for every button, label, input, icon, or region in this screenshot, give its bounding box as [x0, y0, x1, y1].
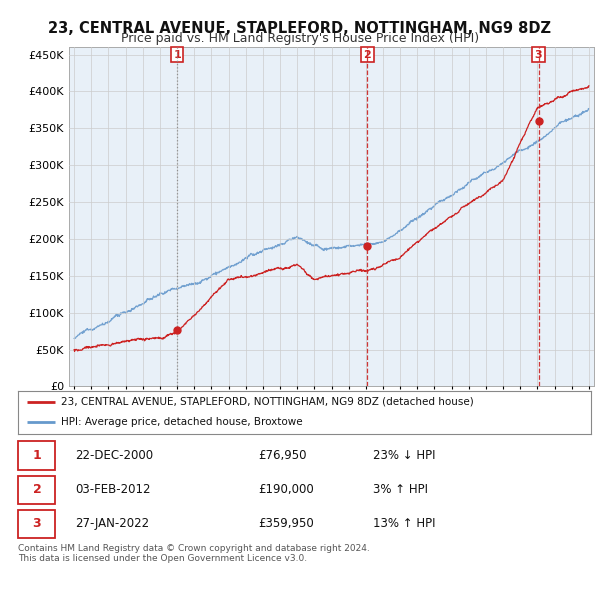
Text: Price paid vs. HM Land Registry's House Price Index (HPI): Price paid vs. HM Land Registry's House … — [121, 32, 479, 45]
Text: 3: 3 — [32, 517, 41, 530]
Text: 23, CENTRAL AVENUE, STAPLEFORD, NOTTINGHAM, NG9 8DZ (detached house): 23, CENTRAL AVENUE, STAPLEFORD, NOTTINGH… — [61, 397, 474, 407]
FancyBboxPatch shape — [18, 510, 55, 538]
Text: 1: 1 — [32, 449, 41, 462]
Text: 3% ↑ HPI: 3% ↑ HPI — [373, 483, 428, 496]
Text: 1: 1 — [173, 50, 181, 60]
Text: 22-DEC-2000: 22-DEC-2000 — [76, 449, 154, 462]
Text: 23% ↓ HPI: 23% ↓ HPI — [373, 449, 436, 462]
Text: 2: 2 — [364, 50, 371, 60]
Text: 13% ↑ HPI: 13% ↑ HPI — [373, 517, 436, 530]
FancyBboxPatch shape — [18, 441, 55, 470]
Text: £190,000: £190,000 — [259, 483, 314, 496]
Text: 03-FEB-2012: 03-FEB-2012 — [76, 483, 151, 496]
Text: £359,950: £359,950 — [259, 517, 314, 530]
Text: 27-JAN-2022: 27-JAN-2022 — [76, 517, 149, 530]
FancyBboxPatch shape — [18, 476, 55, 504]
Text: 23, CENTRAL AVENUE, STAPLEFORD, NOTTINGHAM, NG9 8DZ: 23, CENTRAL AVENUE, STAPLEFORD, NOTTINGH… — [49, 21, 551, 35]
Text: HPI: Average price, detached house, Broxtowe: HPI: Average price, detached house, Brox… — [61, 417, 302, 427]
Text: 3: 3 — [535, 50, 542, 60]
Text: Contains HM Land Registry data © Crown copyright and database right 2024.
This d: Contains HM Land Registry data © Crown c… — [18, 544, 370, 563]
Text: 2: 2 — [32, 483, 41, 496]
Text: £76,950: £76,950 — [259, 449, 307, 462]
